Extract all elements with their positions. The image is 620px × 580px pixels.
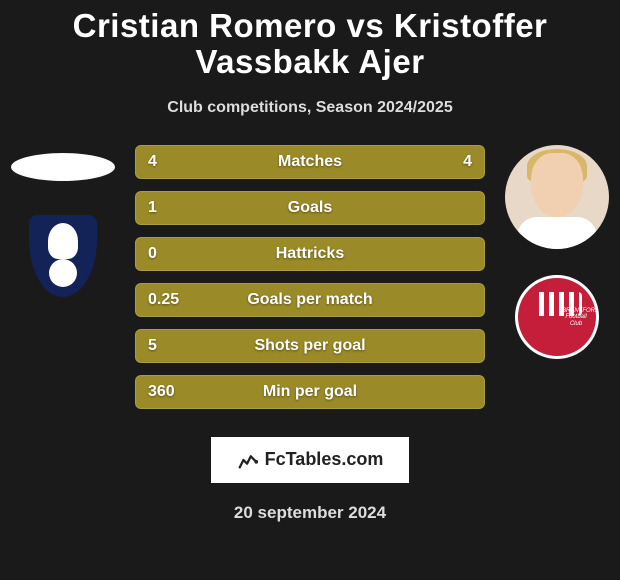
comparison-infographic: Cristian Romero vs Kristoffer Vassbakk A… [0, 0, 620, 580]
club-logo-right: BRENTFORD Football Club [507, 275, 607, 359]
fctables-logo-icon [237, 449, 259, 471]
stat-row: 360Min per goal [135, 375, 485, 409]
tottenham-crest-icon [29, 215, 97, 297]
stat-label: Matches [136, 146, 484, 178]
stat-row: 4Matches4 [135, 145, 485, 179]
stat-right-value: 4 [463, 146, 472, 178]
stat-row: 5Shots per goal [135, 329, 485, 363]
page-title: Cristian Romero vs Kristoffer Vassbakk A… [0, 8, 620, 81]
player-left-column [8, 145, 118, 299]
stat-label: Goals per match [136, 284, 484, 316]
date-label: 20 september 2024 [0, 503, 620, 523]
stat-label: Min per goal [136, 376, 484, 408]
player-left-photo [11, 153, 115, 181]
stat-row: 0.25Goals per match [135, 283, 485, 317]
club-logo-left [13, 215, 113, 299]
stats-bars: 4Matches4 1Goals 0Hattricks 0.25Goals per m… [135, 145, 485, 421]
stat-row: 0Hattricks [135, 237, 485, 271]
attribution-text: FcTables.com [265, 449, 384, 470]
subtitle: Club competitions, Season 2024/2025 [0, 99, 620, 117]
stat-label: Goals [136, 192, 484, 224]
brentford-crest-icon: BRENTFORD Football Club [515, 275, 599, 359]
stat-label: Hattricks [136, 238, 484, 270]
stat-label: Shots per goal [136, 330, 484, 362]
stat-row: 1Goals [135, 191, 485, 225]
attribution-badge: FcTables.com [211, 437, 409, 483]
comparison-area: 4Matches4 1Goals 0Hattricks 0.25Goals per m… [0, 145, 620, 425]
player-right-column: BRENTFORD Football Club [502, 145, 612, 359]
player-right-photo [505, 145, 609, 249]
